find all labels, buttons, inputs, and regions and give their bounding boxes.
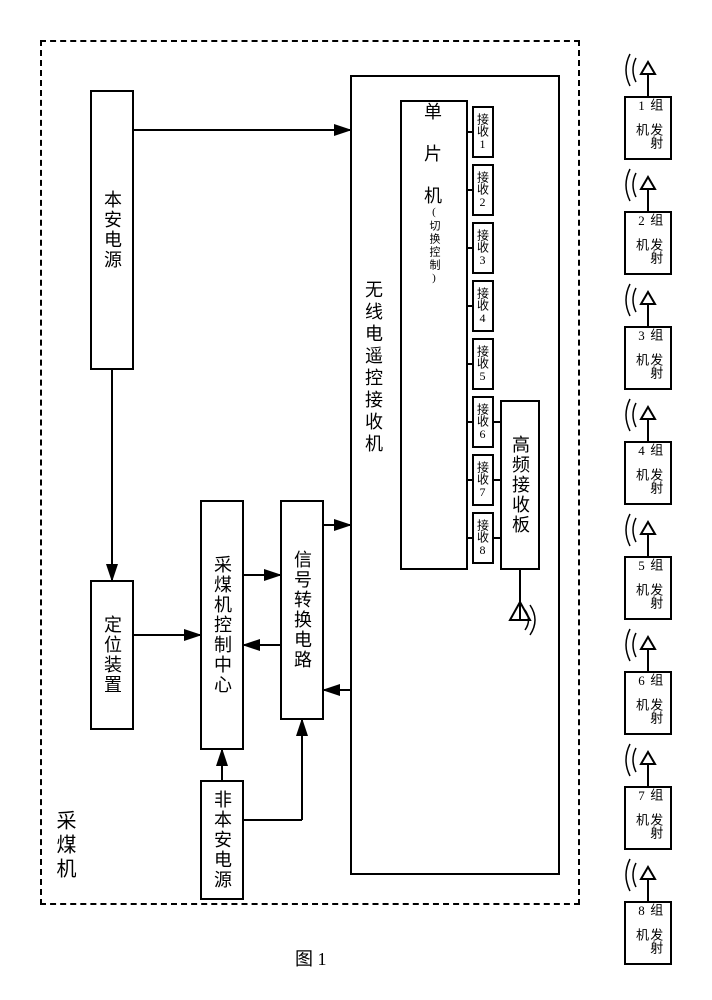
transmitter-4: 组4发射机 xyxy=(624,405,672,505)
block-intrinsic-power: 本安电源 xyxy=(90,90,134,370)
transmitter-box-7: 组7发射机 xyxy=(624,786,672,850)
transmitter-8: 组8发射机 xyxy=(624,865,672,965)
recv-channel-1: 接收1 xyxy=(472,106,494,158)
block-positioning-label: 定位装置 xyxy=(99,615,125,695)
transmitter-box-5: 组5发射机 xyxy=(624,556,672,620)
block-non-intrinsic-power-label: 非本安电源 xyxy=(209,790,235,890)
block-mcu-label: 单 片 机 xyxy=(419,102,445,206)
transmitter-box-4: 组4发射机 xyxy=(624,441,672,505)
transmitter-6: 组6发射机 xyxy=(624,635,672,735)
recv-channel-5: 接收5 xyxy=(472,338,494,390)
recv-channel-2: 接收2 xyxy=(472,164,494,216)
block-receiver-outer-label: 无线电遥控接收机 xyxy=(360,280,386,456)
transmitter-box-1: 组1发射机 xyxy=(624,96,672,160)
block-mcu-sublabel: (切换控制) xyxy=(426,206,442,286)
block-signal-conversion-label: 信号转换电路 xyxy=(289,550,315,670)
figure-caption: 图 1 xyxy=(295,945,327,971)
transmitter-3: 组3发射机 xyxy=(624,290,672,390)
block-signal-conversion: 信号转换电路 xyxy=(280,500,324,720)
block-non-intrinsic-power: 非本安电源 xyxy=(200,780,244,900)
recv-channel-7: 接收7 xyxy=(472,454,494,506)
transmitter-box-2: 组2发射机 xyxy=(624,211,672,275)
block-intrinsic-power-label: 本安电源 xyxy=(99,190,125,270)
transmitter-5: 组5发射机 xyxy=(624,520,672,620)
transmitter-box-3: 组3发射机 xyxy=(624,326,672,390)
block-rf-board: 高频接收板 xyxy=(500,400,540,570)
recv-channel-6: 接收6 xyxy=(472,396,494,448)
block-rf-board-label: 高频接收板 xyxy=(507,435,533,535)
main-frame-label: 采煤机 xyxy=(50,810,79,882)
recv-channel-3: 接收3 xyxy=(472,222,494,274)
diagram-root: 采煤机 本安电源 定位装置 采煤机控制中心 非本安电源 信号转换电路 无线电遥控… xyxy=(20,20,692,980)
block-control-center-label: 采煤机控制中心 xyxy=(209,555,235,695)
transmitter-box-8: 组8发射机 xyxy=(624,901,672,965)
transmitter-7: 组7发射机 xyxy=(624,750,672,850)
recv-channel-8: 接收8 xyxy=(472,512,494,564)
transmitter-2: 组2发射机 xyxy=(624,175,672,275)
transmitter-box-6: 组6发射机 xyxy=(624,671,672,735)
block-control-center: 采煤机控制中心 xyxy=(200,500,244,750)
block-positioning: 定位装置 xyxy=(90,580,134,730)
transmitter-1: 组1发射机 xyxy=(624,60,672,160)
recv-channel-4: 接收4 xyxy=(472,280,494,332)
block-mcu: 单 片 机 (切换控制) xyxy=(400,100,468,570)
